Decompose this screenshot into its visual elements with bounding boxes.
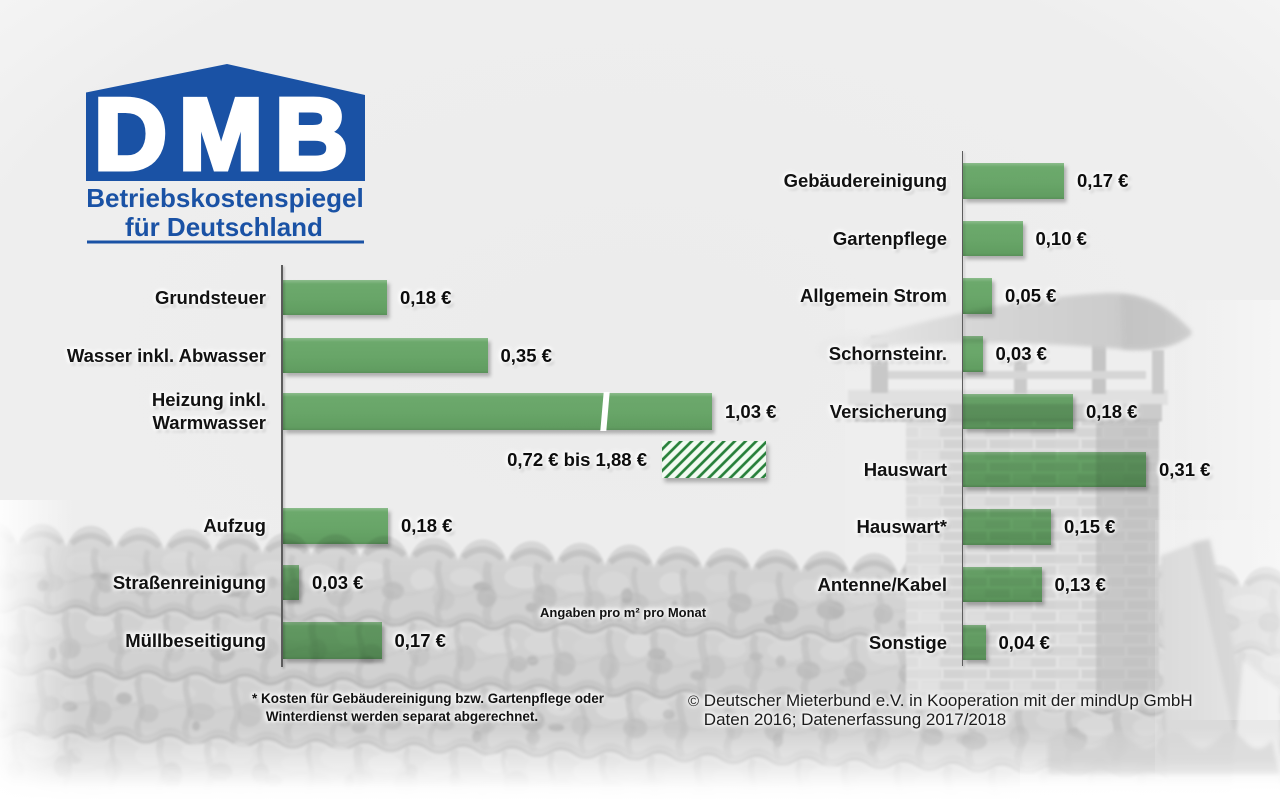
svg-text:DMB: DMB: [94, 79, 360, 191]
svg-text:Betriebskostenspiegel: Betriebskostenspiegel: [86, 183, 363, 213]
svg-text:für Deutschland: für Deutschland: [125, 212, 323, 242]
